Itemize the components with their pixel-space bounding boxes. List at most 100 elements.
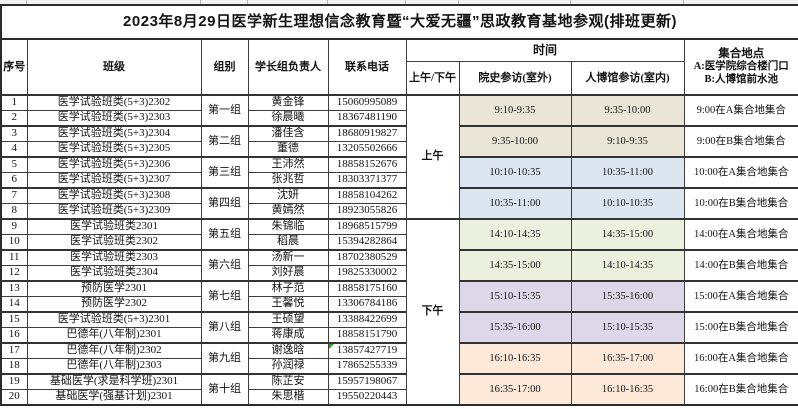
cell-phone: 18858175160 — [327, 280, 407, 297]
cell-class: 医学试验班类(5+3)2303 — [26, 110, 202, 127]
cell-class: 预防医学2301 — [26, 280, 202, 297]
cell-phone: 18923055826 — [327, 203, 407, 220]
cell-meeting: 14:00在B集合地集合 — [683, 249, 798, 282]
table-row: 17 巴德年(八年制)2302 第九组 谢逸晗 13857427719 16:1… — [0, 342, 798, 375]
meeting-note-b: B:人博馆前水池 — [704, 73, 779, 85]
cell-meeting: 16:00在B集合地集合 — [683, 373, 798, 406]
header-leader: 学长组负责人 — [247, 38, 329, 96]
cell-phone: 13857427719 — [327, 342, 407, 359]
cell-visit-indoor: 10:35-11:00 — [570, 156, 685, 189]
cell-index: 15 — [0, 311, 28, 328]
cell-visit-outdoor: 15:35-16:00 — [458, 311, 572, 344]
cell-leader: 沈妍 — [247, 187, 329, 204]
cell-index: 2 — [0, 110, 28, 127]
cell-class: 医学试验班类2303 — [26, 249, 202, 266]
table-row: 7 医学试验班类(5+3)2308 第四组 沈妍 18858104262 10:… — [0, 187, 798, 220]
cell-leader: 张兆哲 — [247, 172, 329, 189]
cell-phone: 13388422699 — [327, 311, 407, 328]
header-group: 组别 — [200, 38, 249, 96]
cell-class: 巴德年(八年制)2303 — [26, 358, 202, 375]
cell-phone: 18858151790 — [327, 327, 407, 344]
table-row: 19 基础医学(求是科学班)2301 第十组 陈芷安 15957198067 1… — [0, 373, 798, 406]
header-row-1: 序号 班级 组别 学长组负责人 联系电话 时间 集合地点 A:医学院综合楼门口 … — [0, 38, 798, 96]
cell-meeting: 14:00在A集合地集合 — [683, 218, 798, 251]
cell-visit-outdoor: 10:35-11:00 — [458, 187, 572, 220]
cell-visit-indoor: 9:10-9:35 — [570, 125, 685, 158]
cell-visit-indoor: 15:35-16:00 — [570, 280, 685, 313]
cell-index: 11 — [0, 249, 28, 266]
header-meeting-point: 集合地点 A:医学院综合楼门口 B:人博馆前水池 — [683, 38, 798, 96]
cell-phone: 13306784186 — [327, 296, 407, 313]
cell-index: 8 — [0, 203, 28, 220]
table-row: 16 巴德年(八年制)2301 蒋康成 18858151790 — [0, 327, 798, 344]
table-row: 14 预防医学2302 王馨悦 13306784186 — [0, 296, 798, 313]
table-row: 20 基础医学(强基计划)2301 朱思楷 19550220443 — [0, 389, 798, 406]
table-row: 3 医学试验班类(5+3)2304 第二组 潘佳含 18680919827 9:… — [0, 125, 798, 158]
cell-phone: 15957198067 — [327, 373, 407, 390]
cell-group: 第五组 — [200, 218, 249, 251]
cell-group: 第二组 — [200, 125, 249, 158]
cell-index: 16 — [0, 327, 28, 344]
cell-index: 12 — [0, 265, 28, 282]
table-row: 10 医学试验班类2302 稻晨 15394282864 — [0, 234, 798, 251]
cell-meeting: 9:00在A集合地集合 — [683, 94, 798, 127]
cell-class: 医学试验班类2301 — [26, 218, 202, 235]
cell-phone: 13205502666 — [327, 141, 407, 158]
cell-phone: 18702380529 — [327, 249, 407, 266]
cell-class: 医学试验班类2304 — [26, 265, 202, 282]
cell-phone: 18367481190 — [327, 110, 407, 127]
cell-leader: 王沛然 — [247, 156, 329, 173]
cell-class: 巴德年(八年制)2302 — [26, 342, 202, 359]
cell-group: 第三组 — [200, 156, 249, 189]
cell-leader: 陈芷安 — [247, 373, 329, 390]
cell-meeting: 9:00在B集合地集合 — [683, 125, 798, 158]
cell-meeting: 15:00在B集合地集合 — [683, 311, 798, 344]
cell-leader: 孙润禄 — [247, 358, 329, 375]
phone-text: 13857427719 — [336, 344, 398, 357]
cell-phone: 18858152676 — [327, 156, 407, 173]
cell-index: 4 — [0, 141, 28, 158]
cell-leader: 朱思楷 — [247, 389, 329, 406]
cell-group: 第七组 — [200, 280, 249, 313]
meeting-note-a: A:医学院综合楼门口 — [693, 61, 789, 73]
cell-index: 5 — [0, 156, 28, 173]
cell-meeting: 10:00在B集合地集合 — [683, 187, 798, 220]
cell-visit-outdoor: 9:10-9:35 — [458, 94, 572, 127]
cell-leader: 潘佳含 — [247, 125, 329, 142]
table-row: 15 医学试验班类(5+3)2301 第八组 王硕望 13388422699 1… — [0, 311, 798, 344]
cell-visit-indoor: 14:10-14:35 — [570, 249, 685, 282]
cell-phone: 17865255339 — [327, 358, 407, 375]
cell-leader: 谢逸晗 — [247, 342, 329, 359]
cell-index: 13 — [0, 280, 28, 297]
cell-visit-outdoor: 10:10-10:35 — [458, 156, 572, 189]
cell-visit-indoor: 15:10-15:35 — [570, 311, 685, 344]
cell-class: 医学试验班类(5+3)2304 — [26, 125, 202, 142]
cell-index: 20 — [0, 389, 28, 406]
cell-leader: 王硕望 — [247, 311, 329, 328]
cell-visit-outdoor: 14:35-15:00 — [458, 249, 572, 282]
header-visit-outdoor: 院史参访(室外) — [458, 61, 572, 96]
cell-visit-outdoor: 16:10-16:35 — [458, 342, 572, 375]
cell-class: 巴德年(八年制)2301 — [26, 327, 202, 344]
cell-visit-outdoor: 16:35-17:00 — [458, 373, 572, 406]
table-row: 9 医学试验班类2301 第五组 朱锦临 18968515799 下午 14:1… — [0, 218, 798, 406]
cell-leader: 黄金锋 — [247, 94, 329, 111]
cell-index: 19 — [0, 373, 28, 390]
cell-index: 1 — [0, 94, 28, 111]
cell-index: 7 — [0, 187, 28, 204]
cell-class: 医学试验班类(5+3)2305 — [26, 141, 202, 158]
cell-visit-outdoor: 9:35-10:00 — [458, 125, 572, 158]
cell-session-afternoon: 下午 — [405, 218, 460, 406]
table-row: 8 医学试验班类(5+3)2309 黄嫣然 18923055826 — [0, 203, 798, 220]
comment-indicator-icon — [329, 344, 334, 349]
cropped-row-strip — [0, 0, 798, 4]
cell-meeting: 16:00在A集合地集合 — [683, 342, 798, 375]
cell-index: 9 — [0, 218, 28, 235]
cell-leader: 徐晨曦 — [247, 110, 329, 127]
cell-group: 第十组 — [200, 373, 249, 406]
header-row-2: 上午/下午 院史参访(室外) 人博馆参访(室内) — [1, 61, 798, 96]
cell-visit-indoor: 16:10-16:35 — [570, 373, 685, 406]
cell-phone: 18858104262 — [327, 187, 407, 204]
meeting-point-title: 集合地点 — [718, 47, 765, 60]
